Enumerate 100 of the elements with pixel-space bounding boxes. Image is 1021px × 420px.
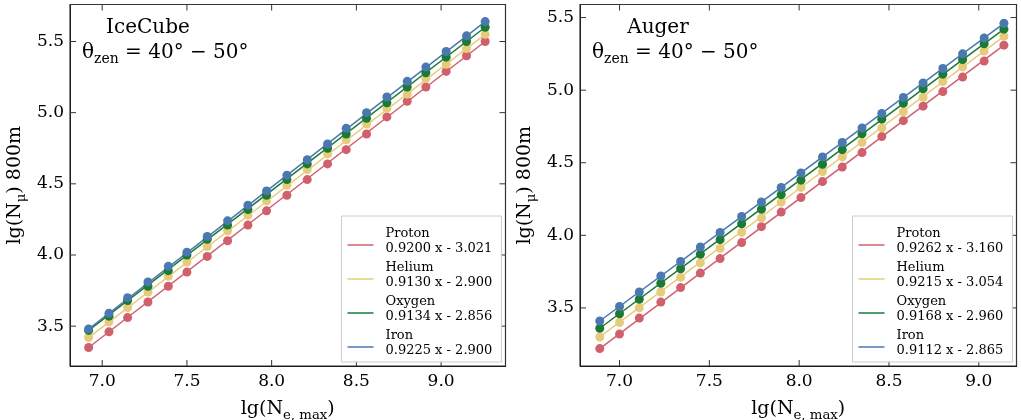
- point: [480, 17, 490, 27]
- point: [715, 243, 725, 253]
- y-tick-label: 4.5: [546, 151, 574, 172]
- point: [877, 108, 887, 118]
- annotation: Auger: [626, 13, 690, 38]
- point: [796, 168, 806, 178]
- point: [999, 40, 1009, 50]
- point: [202, 251, 212, 261]
- point: [676, 264, 686, 274]
- point: [104, 327, 114, 337]
- point: [676, 256, 686, 266]
- point: [302, 155, 312, 165]
- point: [634, 294, 644, 304]
- point: [898, 116, 908, 126]
- y-tick-label: 3.5: [546, 296, 574, 317]
- point: [282, 170, 292, 180]
- point: [776, 182, 786, 192]
- point: [595, 332, 605, 342]
- point: [441, 46, 451, 56]
- point: [402, 76, 412, 86]
- point: [382, 112, 392, 122]
- legend-label: Oxygen 0.9134 x - 2.856: [385, 293, 493, 323]
- point: [123, 313, 133, 323]
- point: [676, 283, 686, 293]
- point: [999, 18, 1009, 28]
- point: [615, 317, 625, 327]
- point: [818, 152, 827, 162]
- point: [958, 49, 968, 59]
- point: [634, 313, 644, 323]
- point: [243, 200, 253, 210]
- y-tick-label: 5.0: [36, 101, 64, 122]
- point: [595, 344, 605, 354]
- legend-label: Iron 0.9112 x - 2.865: [896, 327, 1004, 357]
- point: [656, 297, 666, 307]
- point: [818, 159, 827, 169]
- point: [737, 211, 747, 221]
- y-tick-label: 5.5: [546, 5, 574, 26]
- point: [918, 101, 928, 111]
- point: [857, 137, 867, 147]
- y-axis-title: lg(Nμ) 800m: [512, 125, 538, 245]
- legend-label: Helium 0.9130 x - 2.900: [385, 259, 493, 289]
- point: [877, 123, 887, 133]
- point: [695, 242, 705, 252]
- point: [857, 148, 867, 158]
- point: [634, 303, 644, 313]
- point: [595, 323, 605, 333]
- point: [737, 238, 747, 248]
- point: [262, 206, 272, 216]
- point: [958, 72, 968, 82]
- x-tick-label: 8.0: [258, 369, 286, 390]
- x-tick-label: 8.0: [785, 369, 813, 390]
- point: [421, 62, 431, 72]
- point: [143, 277, 153, 287]
- point: [634, 287, 644, 297]
- point: [756, 213, 766, 223]
- legend-label: Iron 0.9225 x - 2.900: [385, 327, 493, 357]
- point: [918, 92, 928, 102]
- point: [857, 123, 867, 133]
- y-tick-label: 4.0: [546, 223, 574, 244]
- point: [776, 207, 786, 217]
- point: [715, 227, 725, 237]
- point: [818, 177, 827, 187]
- point: [656, 287, 666, 297]
- point: [223, 216, 233, 226]
- point: [756, 197, 766, 207]
- point: [715, 254, 725, 264]
- x-tick-label: 7.5: [173, 369, 201, 390]
- point: [656, 271, 666, 281]
- point: [323, 159, 333, 169]
- point: [382, 92, 392, 102]
- point: [302, 175, 312, 185]
- y-tick-label: 4.0: [36, 243, 64, 264]
- y-axis-title: lg(Nμ) 800m: [2, 125, 28, 245]
- point: [402, 89, 412, 99]
- point: [737, 227, 747, 237]
- x-tick-label: 9.0: [427, 369, 455, 390]
- point: [796, 193, 806, 203]
- y-tick-label: 5.0: [546, 78, 574, 99]
- point: [615, 301, 625, 311]
- point: [695, 258, 705, 268]
- point: [615, 329, 625, 339]
- point: [341, 123, 351, 133]
- point: [979, 56, 989, 66]
- x-tick-label: 7.0: [88, 369, 116, 390]
- point: [341, 145, 351, 155]
- point: [837, 162, 847, 172]
- point: [163, 261, 173, 271]
- y-tick-label: 3.5: [36, 314, 64, 335]
- point: [262, 186, 272, 196]
- point: [595, 316, 605, 326]
- legend-label: Oxygen 0.9168 x - 2.960: [896, 293, 1004, 323]
- point: [979, 33, 989, 43]
- legend-label: Helium 0.9215 x - 3.054: [896, 259, 1004, 289]
- point: [143, 297, 153, 307]
- point: [223, 236, 233, 246]
- y-tick-label: 5.5: [36, 29, 64, 50]
- point: [182, 267, 192, 277]
- legend-label: Proton 0.9200 x - 3.021: [385, 225, 493, 255]
- point: [898, 107, 908, 117]
- point: [323, 139, 333, 149]
